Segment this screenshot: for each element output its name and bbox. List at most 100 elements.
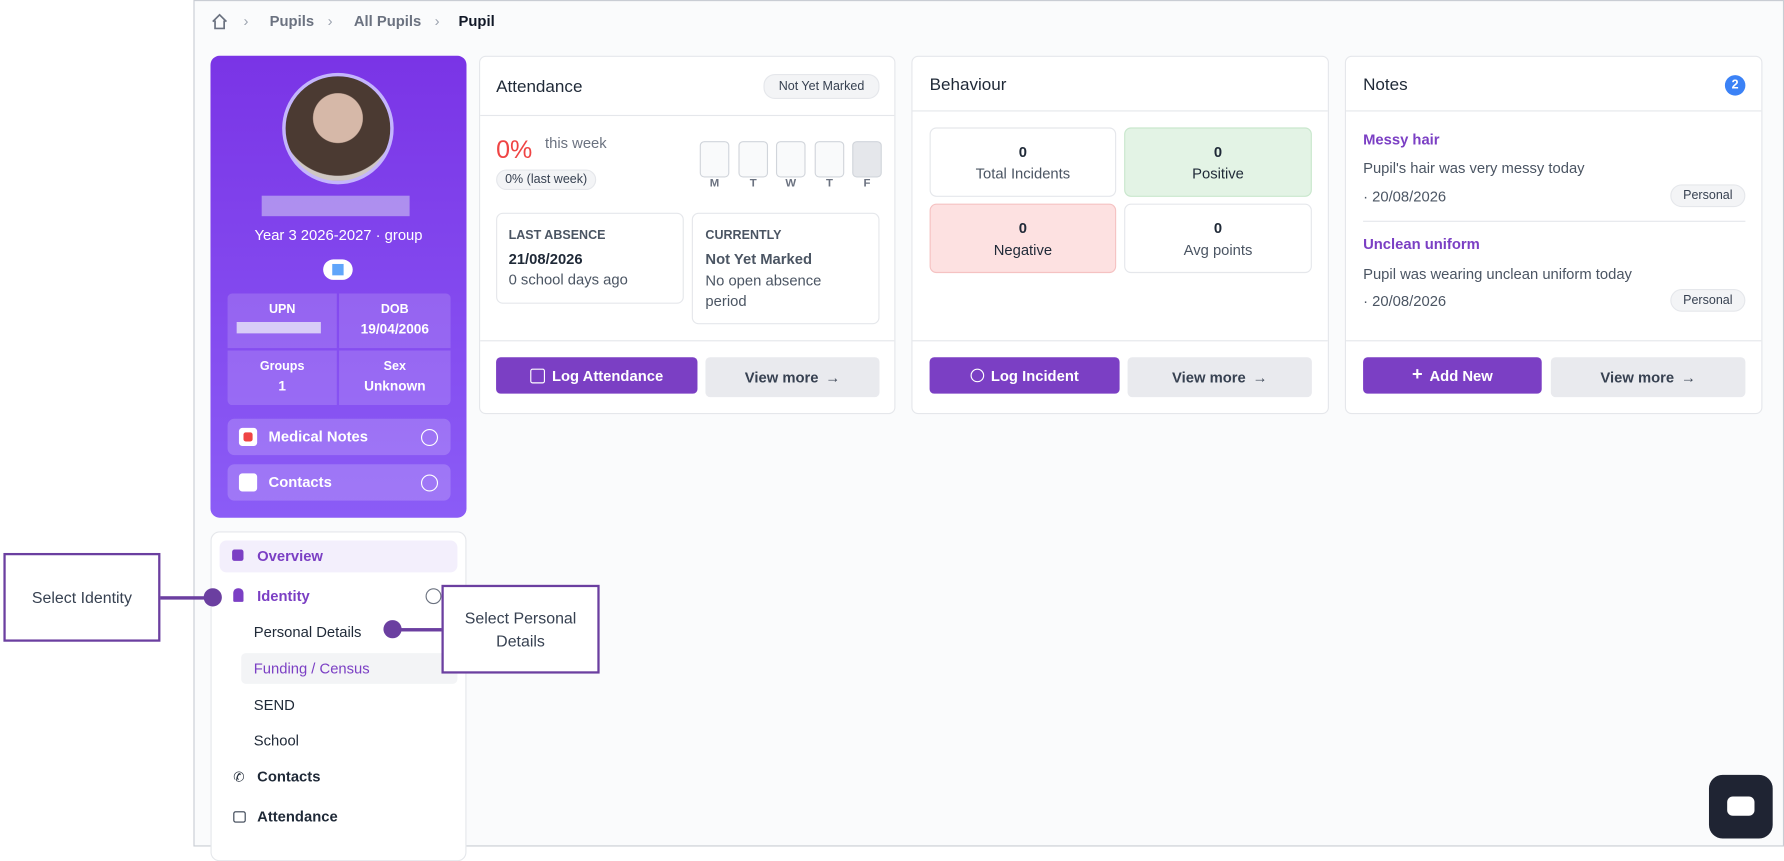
- callout: Select Personal Details: [441, 584, 600, 674]
- nav-subitem[interactable]: Funding / Census: [253, 659, 370, 677]
- divider: [912, 110, 1328, 112]
- last-week-chip: 0% (last week): [496, 169, 597, 191]
- card-title: Attendance: [496, 77, 583, 97]
- separator: ›: [327, 12, 333, 30]
- group-chip[interactable]: [323, 259, 353, 280]
- arrow-icon: →: [1252, 368, 1268, 386]
- home-icon[interactable]: [210, 13, 228, 31]
- stat-label: Avg points: [1183, 241, 1253, 259]
- nav-item[interactable]: Overview: [257, 547, 323, 565]
- nav-subitem-hover: [241, 653, 458, 684]
- phone-icon: ✆: [233, 769, 245, 786]
- period-label: this week: [545, 134, 607, 152]
- info-cell: UPN: [227, 293, 337, 349]
- info-cell: Sex Unknown: [339, 350, 451, 406]
- info-label: DOB: [380, 302, 409, 317]
- breadcrumb-link[interactable]: All Pupils: [353, 12, 422, 30]
- nav-subitem[interactable]: SEND: [253, 696, 295, 714]
- contacts-toggle[interactable]: Contacts: [227, 464, 451, 501]
- nav-subitem[interactable]: Personal Details: [253, 623, 362, 641]
- nav-subitem[interactable]: School: [253, 731, 299, 749]
- medical-icon-dot: [243, 432, 253, 442]
- notes-card: Notes 2 Messy hair Pupil's hair was very…: [1344, 55, 1763, 415]
- button-label: View more: [1172, 368, 1246, 386]
- stat-box: 0 Negative: [929, 203, 1117, 274]
- add-note-button[interactable]: + Add New: [1363, 357, 1542, 394]
- note-tag: Personal: [1670, 184, 1746, 208]
- stat-box: 0 Total Incidents: [929, 127, 1117, 197]
- nav-panel: [210, 531, 467, 861]
- calendar-icon: [233, 811, 246, 823]
- collapse-icon[interactable]: [425, 588, 442, 605]
- callout-line: [160, 596, 213, 600]
- info-cell: DOB 19/04/2006: [339, 293, 451, 349]
- stat-label: Positive: [1192, 164, 1244, 183]
- blurred-upn: [236, 321, 321, 334]
- behaviour-card: Behaviour 0 Total Incidents 0 Positive 0 Ne…: [911, 55, 1329, 415]
- divider: [1346, 110, 1762, 112]
- identity-icon: [233, 588, 244, 602]
- group-text: Year 3 2026-2027 · group: [254, 226, 423, 244]
- box-label: LAST ABSENCE: [508, 228, 606, 243]
- note-title[interactable]: Messy hair: [1363, 130, 1440, 148]
- divider: [1346, 340, 1762, 342]
- day-bar: [738, 141, 769, 178]
- log-attendance-button[interactable]: Log Attendance: [496, 357, 698, 394]
- callout-line: [392, 628, 442, 632]
- callout-dot: [203, 588, 222, 607]
- status-chip: Not Yet Marked: [763, 73, 880, 99]
- note-date: · 20/08/2026: [1363, 292, 1447, 310]
- view-more-button[interactable]: View more →: [705, 357, 880, 398]
- card-title: Behaviour: [929, 75, 1007, 95]
- day-bar: [852, 141, 882, 178]
- info-label: Groups: [259, 359, 305, 374]
- currently-box: CURRENTLY Not Yet Marked No open absence…: [691, 212, 880, 325]
- separator: ›: [434, 12, 440, 30]
- button-label: View more: [744, 368, 819, 386]
- medical-icon: [238, 427, 258, 447]
- toggle-label: Medical Notes: [268, 427, 368, 445]
- count-badge: 2: [1724, 75, 1746, 96]
- day-bar: [814, 141, 845, 178]
- box-value: Not Yet Marked: [705, 250, 813, 268]
- stat-value: 0: [1018, 219, 1027, 237]
- stat-label: Total Incidents: [975, 164, 1071, 183]
- divider: [480, 114, 895, 117]
- chat-icon: [1727, 796, 1755, 816]
- breadcrumb-current: Pupil: [458, 12, 495, 30]
- day-bar: [775, 141, 806, 178]
- callout: Select Identity: [3, 552, 161, 642]
- info-value: 19/04/2006: [360, 320, 429, 337]
- phone-icon: [238, 473, 258, 492]
- note-title[interactable]: Unclean uniform: [1363, 235, 1480, 253]
- medical-notes-toggle[interactable]: Medical Notes: [227, 418, 451, 456]
- view-more-button[interactable]: View more →: [1127, 357, 1312, 398]
- note-text: Pupil was wearing unclean uniform today: [1363, 265, 1632, 283]
- chevron: [420, 428, 439, 447]
- note-tag: Personal: [1670, 289, 1746, 312]
- nav-item-active[interactable]: [219, 540, 458, 573]
- button-label: View more: [1600, 368, 1675, 386]
- chevron: [420, 474, 439, 492]
- view-more-button[interactable]: View more →: [1550, 357, 1746, 398]
- stat-value: 0: [1213, 143, 1223, 161]
- day-label: M: [709, 177, 720, 191]
- day-label: F: [863, 177, 871, 191]
- profile-card: Year 3 2026-2027 · group UPN DOB 19/04/2…: [210, 55, 467, 518]
- day-label: T: [749, 177, 757, 191]
- chat-button[interactable]: [1708, 774, 1773, 839]
- toggle-label: Contacts: [268, 473, 332, 491]
- nav-item[interactable]: Contacts: [257, 768, 321, 786]
- nav-item[interactable]: Attendance: [257, 807, 338, 825]
- info-icon: [970, 368, 985, 383]
- note-text: Pupil's hair was very messy today: [1363, 159, 1585, 177]
- breadcrumb-link[interactable]: Pupils: [269, 12, 315, 30]
- divider: [480, 340, 895, 342]
- day-label: W: [785, 177, 797, 191]
- nav-item[interactable]: Identity: [257, 587, 310, 605]
- chip-swatch: [332, 263, 344, 276]
- stat-box: 0 Positive: [1124, 127, 1312, 197]
- log-incident-button[interactable]: Log Incident: [929, 357, 1120, 394]
- box-detail: No open absence period: [705, 271, 822, 310]
